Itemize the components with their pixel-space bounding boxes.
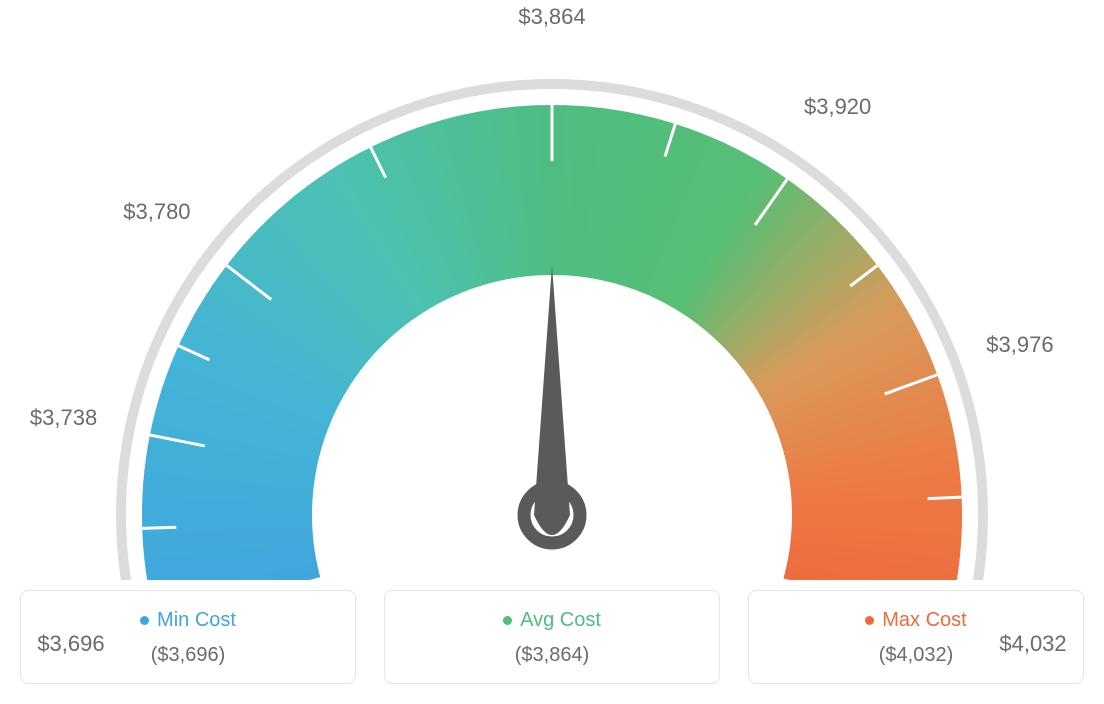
gauge-chart: $3,696$3,738$3,780$3,864$3,920$3,976$4,0… <box>20 20 1084 580</box>
gauge-tick-label: $3,738 <box>30 405 97 431</box>
legend-title-min-text: Min Cost <box>157 609 236 632</box>
legend-dot-max <box>865 616 874 625</box>
gauge-tick-label: $3,864 <box>518 4 585 30</box>
legend-title-avg-text: Avg Cost <box>520 609 601 632</box>
legend-card-avg: Avg Cost ($3,864) <box>384 590 720 684</box>
gauge-tick-label: $3,920 <box>804 94 871 120</box>
gauge-tick-label: $3,976 <box>986 332 1053 358</box>
legend-title-min: Min Cost <box>140 609 236 632</box>
legend-dot-min <box>140 616 149 625</box>
gauge-tick-label: $3,696 <box>37 631 104 657</box>
legend-title-max: Max Cost <box>865 609 966 632</box>
gauge-tick-label: $3,780 <box>123 199 190 225</box>
legend-dot-avg <box>503 616 512 625</box>
legend-title-max-text: Max Cost <box>882 609 966 632</box>
gauge-tick-label: $4,032 <box>999 631 1066 657</box>
gauge-svg <box>20 20 1084 580</box>
legend-title-avg: Avg Cost <box>503 609 601 632</box>
legend-value-avg: ($3,864) <box>395 644 709 667</box>
legend-row: Min Cost ($3,696) Avg Cost ($3,864) Max … <box>20 590 1084 684</box>
